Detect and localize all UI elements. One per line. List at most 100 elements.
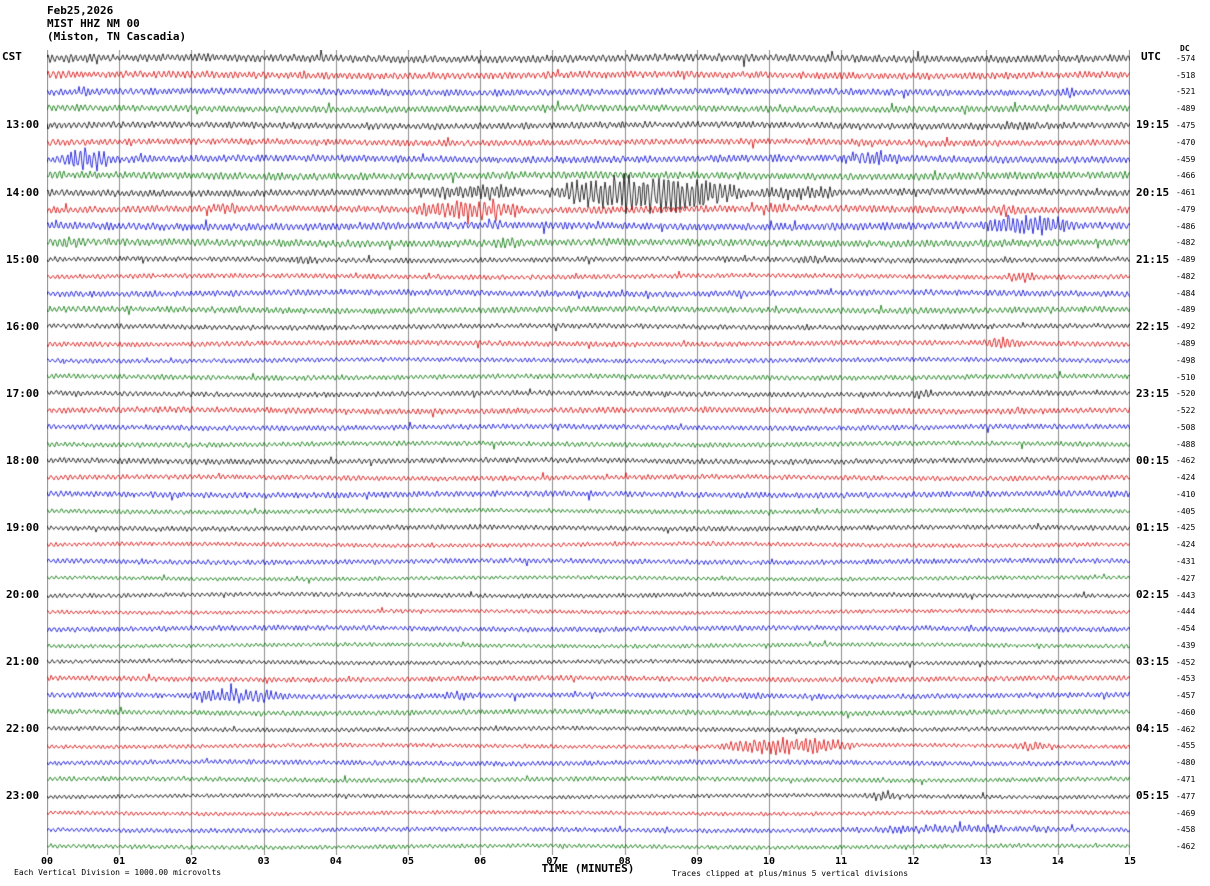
dc-offset-value: -489 [1176,305,1196,315]
right-time-label: 02:15 [1136,588,1170,602]
right-timezone-label: UTC [1141,50,1161,63]
dc-offset-value: -405 [1176,506,1196,516]
dc-offset-value: -521 [1176,87,1196,97]
dc-offset-value: -444 [1176,607,1196,617]
dc-offset-value: -458 [1176,825,1196,835]
x-tick-label: 12 [907,856,920,867]
dc-offset-value: -452 [1176,657,1196,667]
dc-offset-value: -453 [1176,674,1196,684]
right-time-label: 19:15 [1136,118,1170,132]
right-time-label: 05:15 [1136,789,1170,803]
dc-offset-value: -518 [1176,70,1196,80]
left-time-label: 15:00 [6,252,40,266]
x-tick-label: 13 [979,856,992,867]
x-tick-label: 15 [1123,856,1137,867]
left-time-label: 17:00 [6,386,40,400]
dc-offset-value: -482 [1176,238,1196,248]
left-time-label: 20:00 [6,588,40,602]
dc-offset-value: -455 [1176,741,1196,751]
x-tick-label: 06 [474,856,487,867]
dc-offset-value: -484 [1176,288,1196,298]
x-tick-label: 03 [257,856,270,867]
dc-offset-value: -520 [1176,389,1196,399]
dc-offset-value: -424 [1176,540,1196,550]
dc-offset-value: -477 [1176,791,1196,801]
dc-offset-value: -462 [1176,724,1196,734]
dc-offset-value: -443 [1176,590,1196,600]
dc-offset-value: -475 [1176,120,1196,130]
seismogram-traces [47,50,1130,855]
dc-column-header: DC [1180,44,1190,53]
dc-offset-value: -461 [1176,188,1196,198]
x-tick-label: 02 [185,856,198,867]
dc-offset-value: -492 [1176,322,1196,332]
x-tick-label: 10 [762,856,776,867]
dc-offset-value: -410 [1176,489,1196,499]
dc-offset-value: -479 [1176,204,1196,214]
dc-offset-value: -489 [1176,338,1196,348]
dc-offset-value: -439 [1176,640,1196,650]
dc-offset-value: -489 [1176,104,1196,114]
dc-offset-value: -466 [1176,171,1196,181]
dc-offset-value: -469 [1176,808,1196,818]
dc-offset-value: -427 [1176,573,1196,583]
dc-offset-value: -488 [1176,439,1196,449]
dc-offset-value: -522 [1176,406,1196,416]
x-tick-label: 04 [329,856,342,867]
dc-offset-value: -424 [1176,473,1196,483]
dc-offset-value: -459 [1176,154,1196,164]
left-time-label: 16:00 [6,319,40,333]
right-time-label: 23:15 [1136,386,1170,400]
dc-offset-value: -460 [1176,707,1196,717]
dc-offset-value: -508 [1176,422,1196,432]
dc-offset-value: -482 [1176,271,1196,281]
dc-offset-value: -498 [1176,355,1196,365]
scale-note: Each Vertical Division = 1000.00 microvo… [14,868,222,877]
left-time-label: 22:00 [6,722,40,736]
dc-offset-value: -425 [1176,523,1196,533]
header-date: Feb25,2026 [47,4,114,17]
left-time-label: 21:00 [6,655,40,669]
x-tick-label: 11 [835,856,848,867]
x-axis-title: TIME (MINUTES) [541,862,635,875]
x-tick-label: 07 [546,856,559,867]
left-time-axis: 13:00 14:00 15:00 16:00 17:00 18:00 19:00 20:00… [0,50,46,855]
right-time-label: 22:15 [1136,319,1170,333]
right-time-label: 04:15 [1136,722,1170,736]
dc-offset-value: -471 [1176,775,1196,785]
left-time-label: 14:00 [6,185,40,199]
dc-offset-column: -574 -518 -521 -489 -475 -470 -459 -466 -461 -479… [1176,50,1210,855]
dc-offset-value: -574 [1176,53,1196,63]
dc-offset-value: -486 [1176,221,1196,231]
dc-offset-value: -489 [1176,255,1196,265]
right-time-label: 21:15 [1136,252,1170,266]
clip-note: Traces clipped at plus/minus 5 vertical … [672,869,909,878]
dc-offset-value: -457 [1176,691,1196,701]
dc-offset-value: -480 [1176,758,1196,768]
left-timezone-label: CST [2,50,22,63]
dc-offset-value: -510 [1176,372,1196,382]
right-time-axis: 19:15 20:15 21:15 22:15 23:15 00:15 01:15 02:15… [1136,50,1178,855]
header-location: (Miston, TN Cascadia) [47,30,187,43]
right-time-label: 20:15 [1136,185,1170,199]
x-tick-label: 01 [113,856,126,867]
dc-offset-value: -462 [1176,842,1196,852]
right-time-label: 01:15 [1136,520,1170,534]
dc-offset-value: -454 [1176,624,1196,634]
header-station: MIST HHZ NM 00 [47,17,140,30]
dc-offset-value: -431 [1176,557,1196,566]
left-time-label: 18:00 [6,453,40,467]
x-tick-label: 05 [401,856,415,867]
right-time-label: 03:15 [1136,655,1170,669]
left-time-label: 13:00 [6,118,40,132]
x-tick-label: 14 [1051,856,1064,867]
right-time-label: 00:15 [1136,453,1170,467]
x-tick-label: 00 [40,856,54,867]
dc-offset-value: -470 [1176,137,1196,147]
left-time-label: 23:00 [6,789,40,803]
x-tick-label: 09 [690,856,703,867]
x-tick-label: 08 [618,856,631,867]
x-axis-ticks: 00 01 02 03 04 05 06 07 08 09 10 11 12 13 14 15 [41,856,1136,870]
dc-offset-value: -462 [1176,456,1196,466]
